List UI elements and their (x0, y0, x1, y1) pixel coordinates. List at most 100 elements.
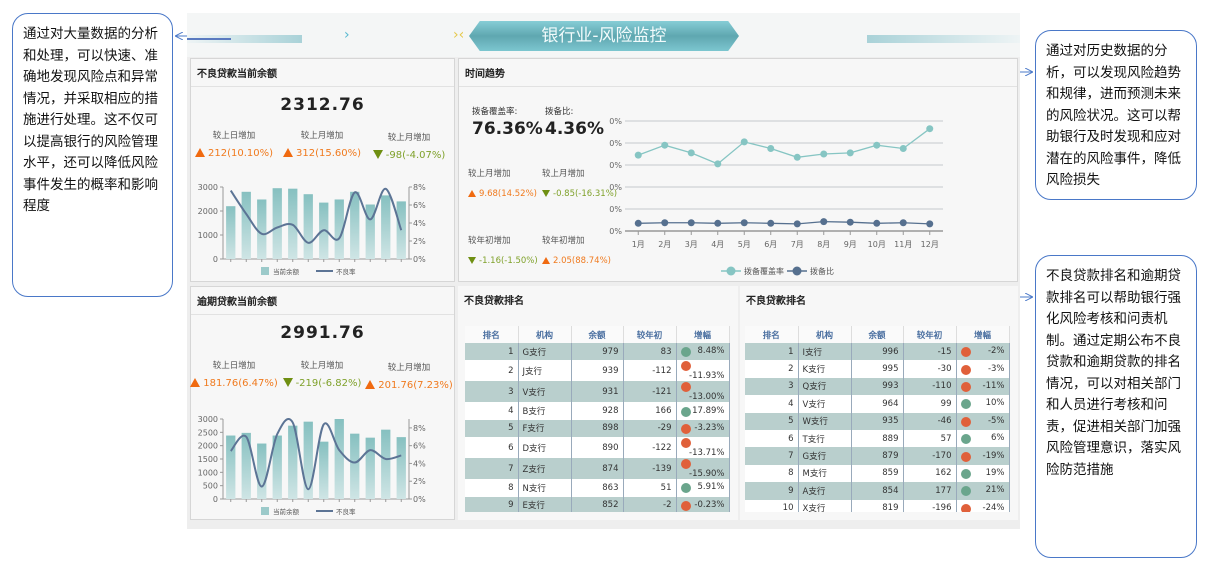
legend-label: 不良率 (336, 507, 356, 516)
header-deco-right (867, 35, 1020, 43)
table-row[interactable]: 2 J支行 939 -112 -11.93% (465, 360, 730, 382)
stat-label: 较年初增加 (542, 236, 585, 246)
column-header[interactable]: 机构 (798, 326, 852, 343)
rank-cell: 2 (465, 360, 519, 382)
triangle-up-icon (194, 148, 205, 157)
rank-table: 排名 机构 余额 较年初 增幅 1 I支行 996 -15 -2% 2 K支行 995 -30 -3% 3 Q支… (745, 326, 1010, 512)
ytd-change-cell: -15 (903, 343, 957, 361)
table-row[interactable]: 9 E支行 852 -2 -0.23% (465, 496, 730, 512)
rank-cell: 2 (745, 360, 799, 378)
stat-value: 312(15.60%) (272, 148, 372, 159)
bar (226, 206, 236, 259)
table-row[interactable]: 3 Q支行 993 -110 -11% (745, 377, 1010, 396)
ytd-change-cell: -122 (623, 437, 677, 459)
series-line (638, 128, 931, 165)
column-header[interactable]: 较年初 (623, 326, 677, 343)
page-title: 银行业-风险监控 (469, 21, 739, 51)
table-row[interactable]: 1 G支行 979 83 8.48% (465, 343, 730, 361)
status-dot-icon (960, 468, 971, 479)
column-header[interactable]: 排名 (745, 326, 799, 343)
bar (303, 194, 313, 259)
table-row[interactable]: 7 G支行 879 -170 -19% (745, 447, 1010, 465)
column-header[interactable]: 排名 (465, 326, 519, 343)
ytd-change-cell: -139 (623, 458, 677, 480)
column-header[interactable]: 增幅 (676, 326, 730, 343)
rank-cell: 3 (745, 377, 799, 396)
y-left-tick-label: 3000 (198, 183, 218, 192)
rank-cell: 3 (465, 381, 519, 403)
table-row[interactable]: 3 V支行 931 -121 -13.00% (465, 381, 730, 403)
branch-cell: V支行 (798, 395, 852, 413)
column-header[interactable]: 机构 (518, 326, 572, 343)
table-row[interactable]: 4 B支行 928 166 17.89% (465, 402, 730, 420)
balance-cell: 935 (851, 412, 904, 430)
bar (381, 429, 391, 499)
stat-value: 2.05(88.74%) (542, 256, 611, 266)
branch-cell: I支行 (798, 343, 852, 361)
status-dot-icon (960, 486, 971, 497)
growth-cell: -13.71% (676, 437, 730, 459)
balance-cell: 993 (851, 377, 904, 396)
ytd-change-cell: -110 (903, 377, 957, 396)
table-row[interactable]: 7 Z支行 874 -139 -15.90% (465, 458, 730, 480)
kpi-value: 4.36% (545, 119, 604, 139)
legend-label: 拨备覆盖率 (744, 266, 784, 276)
table-row[interactable]: 6 T支行 889 57 6% (745, 429, 1010, 448)
table-row[interactable]: 9 A支行 854 177 21% (745, 482, 1010, 500)
ytd-change-cell: -121 (623, 381, 677, 403)
ytd-change-cell: -112 (623, 360, 677, 382)
column-header[interactable]: 余额 (571, 326, 624, 343)
x-tick-label: 8月 (817, 240, 830, 249)
triangle-up-icon (190, 378, 201, 387)
column-header[interactable]: 增幅 (956, 326, 1010, 343)
y-right-tick-label: 0% (413, 255, 426, 264)
y-right-tick-label: 6% (413, 442, 426, 451)
table-row[interactable]: 5 F支行 898 -29 -3.23% (465, 419, 730, 438)
table-row[interactable]: 2 K支行 995 -30 -3% (745, 360, 1010, 378)
ytd-change-cell: -46 (903, 412, 957, 430)
bar (319, 441, 329, 499)
stat-value: 212(10.10%) (184, 148, 284, 159)
column-header[interactable]: 较年初 (903, 326, 957, 343)
data-point (820, 218, 828, 226)
status-dot-icon (680, 406, 691, 417)
kpi-label: 拨备覆盖率: (472, 107, 518, 117)
growth-cell: -5% (956, 412, 1010, 430)
trend-panel: 时间趋势 拨备覆盖率: 76.36% 拨备比: 4.36% 较上月增加 9.68(1… (458, 58, 1018, 282)
stat-label: 较上月增加 (387, 133, 431, 143)
legend-label: 拨备比 (810, 266, 834, 276)
growth-cell: 8.48% (676, 343, 730, 361)
table-row[interactable]: 4 V支行 964 99 10% (745, 395, 1010, 413)
x-tick-label: 5月 (738, 240, 751, 249)
y-right-tick-label: 4% (413, 459, 426, 468)
table-row[interactable]: 6 D支行 890 -122 -13.71% (465, 437, 730, 459)
balance-cell: 889 (851, 429, 904, 448)
triangle-down-icon (372, 150, 383, 159)
table-row[interactable]: 8 N支行 863 51 5.91% (465, 479, 730, 497)
npl-current-value: 2312.76 (280, 95, 365, 115)
bar (241, 191, 251, 259)
y-left-tick-label: 1000 (198, 468, 218, 477)
table-row[interactable]: 5 W支行 935 -46 -5% (745, 412, 1010, 430)
column-header[interactable]: 余额 (851, 326, 904, 343)
status-dot-icon (960, 364, 971, 375)
table-row[interactable]: 1 I支行 996 -15 -2% (745, 343, 1010, 361)
balance-cell: 854 (851, 482, 904, 500)
rank-table: 排名 机构 余额 较年初 增幅 1 G支行 979 83 8.48% 2 J支行 939 -112 -11.… (465, 326, 730, 512)
growth-cell: 5.91% (676, 479, 730, 497)
y-left-tick-label: 1000 (198, 231, 218, 240)
balance-cell: 939 (571, 360, 624, 382)
table-row[interactable]: 10 X支行 819 -196 -24% (745, 499, 1010, 512)
bar (334, 419, 344, 499)
bar (381, 195, 391, 259)
stat-value-text: -219(-6.82%) (295, 378, 362, 389)
stat-label: 较上日增加 (212, 131, 256, 141)
legend-label: 当前余额 (273, 507, 300, 516)
growth-value: 10% (985, 398, 1005, 409)
table-row[interactable]: 8 M支行 859 162 19% (745, 464, 1010, 483)
header-deco-left-line (187, 38, 231, 40)
growth-cell: 6% (956, 429, 1010, 448)
data-point (687, 149, 695, 157)
x-tick-label: 10月 (868, 240, 886, 249)
data-point (661, 219, 669, 227)
